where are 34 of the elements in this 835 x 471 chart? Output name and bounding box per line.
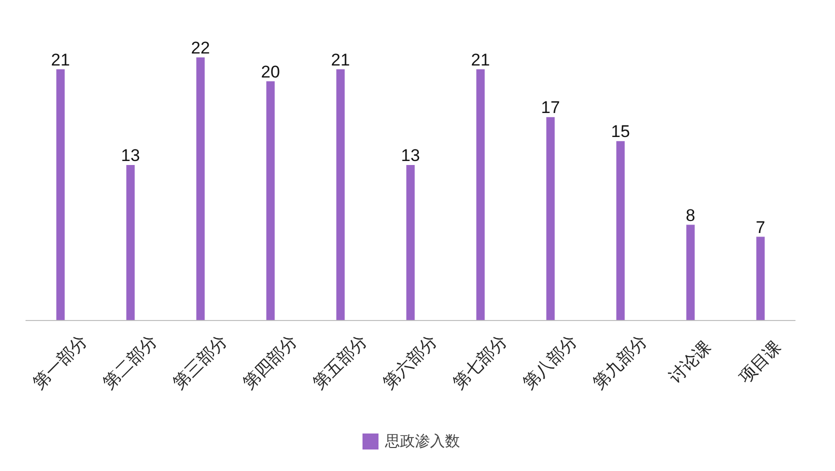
x-tick-label: 第二部分 xyxy=(99,331,162,394)
data-label: 22 xyxy=(191,38,210,58)
x-tick-label: 第四部分 xyxy=(239,331,302,394)
bar xyxy=(336,69,345,320)
bar xyxy=(406,165,415,320)
x-tick-label: 第七部分 xyxy=(449,331,512,394)
bar xyxy=(56,69,65,320)
bar xyxy=(546,117,555,320)
data-label: 20 xyxy=(261,62,280,82)
bar xyxy=(476,69,485,320)
data-label: 21 xyxy=(51,50,70,70)
bar xyxy=(196,57,205,320)
x-tick-label: 第三部分 xyxy=(169,331,232,394)
data-label: 15 xyxy=(611,122,630,142)
bar xyxy=(266,81,275,320)
data-label: 13 xyxy=(121,146,140,165)
x-tick-label: 第一部分 xyxy=(29,331,92,394)
x-tick-label: 第六部分 xyxy=(379,331,442,394)
data-label: 17 xyxy=(541,98,560,118)
bar xyxy=(686,224,695,320)
bar xyxy=(756,236,765,320)
data-label: 21 xyxy=(471,50,490,70)
x-tick-label: 讨论课 xyxy=(665,337,716,388)
data-label: 13 xyxy=(401,146,420,165)
x-tick-label: 第九部分 xyxy=(589,331,652,394)
data-label: 7 xyxy=(756,218,766,237)
bar xyxy=(616,141,625,320)
legend-label: 思政渗入数 xyxy=(385,432,460,450)
data-label: 21 xyxy=(331,50,350,70)
x-tick-label: 第五部分 xyxy=(309,331,372,394)
data-label: 8 xyxy=(686,206,696,225)
x-tick-label: 项目课 xyxy=(735,337,786,388)
x-tick-label: 第八部分 xyxy=(519,331,582,394)
bar xyxy=(126,165,135,320)
